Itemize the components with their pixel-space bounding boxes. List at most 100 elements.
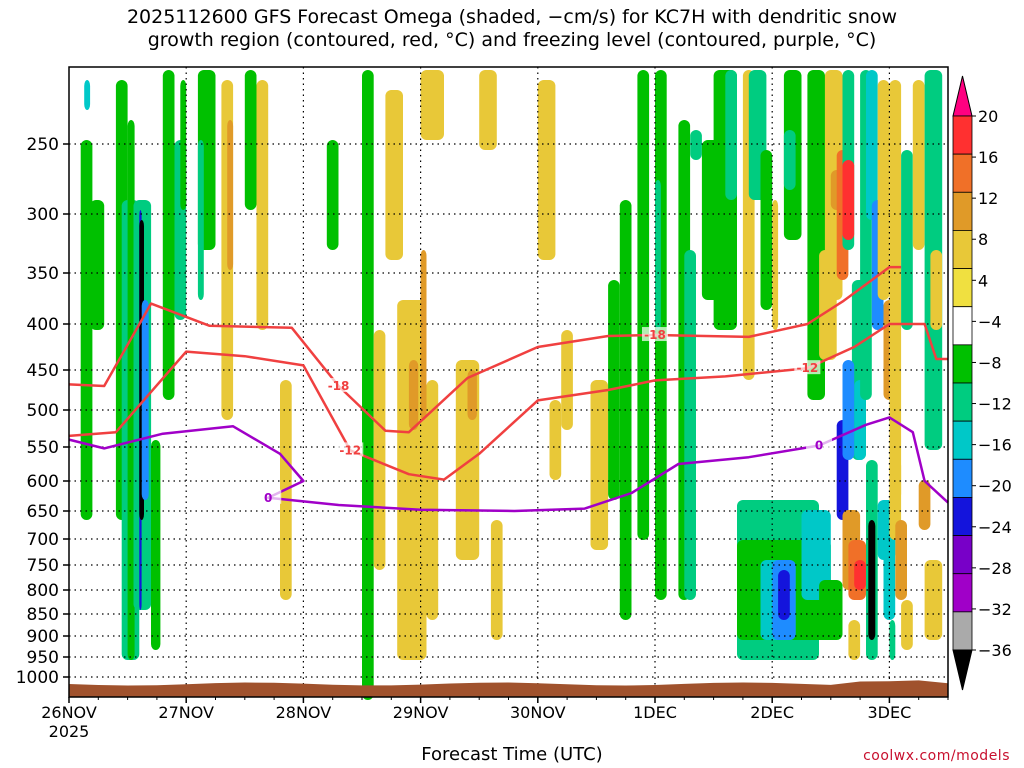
contour-label: -18 bbox=[328, 379, 350, 393]
colorbar-swatch bbox=[952, 382, 973, 422]
colorbar-label: 16 bbox=[978, 148, 998, 167]
omega-cell bbox=[227, 120, 234, 270]
colorbar-label: −20 bbox=[978, 477, 1012, 496]
omega-cell bbox=[362, 70, 374, 700]
chart-title-line2: growth region (contoured, red, °C) and f… bbox=[147, 29, 877, 51]
contour-line bbox=[68, 322, 948, 481]
colorbar-label: −36 bbox=[978, 641, 1012, 660]
contour-label-bg bbox=[794, 360, 821, 375]
omega-cell bbox=[479, 70, 497, 150]
omega-cell bbox=[180, 80, 187, 210]
omega-cell bbox=[854, 560, 866, 590]
x-tick-label: 3DEC bbox=[868, 703, 912, 722]
omega-cell bbox=[326, 140, 339, 250]
omega-cell bbox=[127, 120, 135, 660]
omega-cell bbox=[549, 400, 562, 480]
colorbar-swatch bbox=[952, 344, 973, 384]
omega-cell bbox=[90, 200, 105, 330]
contour-label: -12 bbox=[797, 361, 819, 375]
omega-cell bbox=[197, 140, 204, 300]
credit-text: coolwx.com/models bbox=[863, 748, 1010, 764]
colorbar-swatch bbox=[952, 611, 973, 651]
x-tick-label: 2DEC bbox=[750, 703, 794, 722]
colorbar-label: 8 bbox=[978, 230, 988, 249]
omega-cell bbox=[842, 160, 855, 240]
y-tick-label: 600 bbox=[27, 472, 59, 492]
omega-cell bbox=[561, 330, 573, 430]
omega-cell bbox=[801, 510, 831, 600]
y-tick-label: 250 bbox=[27, 135, 59, 155]
y-tick-label: 700 bbox=[27, 530, 59, 550]
y-tick-label: 800 bbox=[27, 581, 59, 601]
colorbar-swatch bbox=[952, 458, 973, 498]
y-tick-label: 650 bbox=[27, 502, 59, 522]
y-tick-label: 500 bbox=[27, 401, 59, 421]
colorbar-swatch bbox=[952, 268, 973, 308]
colorbar-swatch bbox=[952, 306, 973, 346]
colorbar-swatch bbox=[952, 153, 973, 193]
x-axis-title: Forecast Time (UTC) bbox=[421, 744, 603, 765]
colorbar-label: 4 bbox=[978, 271, 988, 290]
omega-cell bbox=[420, 250, 427, 420]
omega-cell bbox=[842, 360, 855, 460]
x-tick-label: 29NOV bbox=[393, 703, 449, 722]
x-tick-label: 27NOV bbox=[158, 703, 214, 722]
omega-cell bbox=[408, 360, 419, 430]
contour-label: -18 bbox=[644, 328, 666, 342]
omega-cell bbox=[883, 530, 896, 620]
y-tick-label: 950 bbox=[27, 648, 59, 668]
x-tick-label: 28NOV bbox=[276, 703, 332, 722]
omega-cell bbox=[901, 150, 913, 330]
colorbar-label: −16 bbox=[978, 436, 1012, 455]
y-tick-label: 350 bbox=[27, 264, 59, 284]
omega-cell bbox=[655, 180, 661, 330]
omega-cell bbox=[373, 330, 386, 570]
contour-line bbox=[68, 265, 902, 434]
colorbar-label: 12 bbox=[978, 189, 998, 208]
y-tick-label: 850 bbox=[27, 605, 59, 625]
omega-cell bbox=[772, 200, 779, 330]
omega-cell bbox=[385, 90, 403, 260]
y-axis: 2503003504004505005506006507007508008509… bbox=[16, 135, 69, 688]
omega-cell bbox=[467, 370, 477, 420]
omega-cell bbox=[590, 380, 609, 550]
contour-label-bg bbox=[325, 378, 352, 392]
colorbar-label: −28 bbox=[978, 559, 1012, 578]
colorbar-label: −8 bbox=[978, 353, 1002, 372]
omega-cell bbox=[162, 70, 175, 400]
contour-label: -12 bbox=[339, 443, 361, 457]
omega-shading-layer bbox=[80, 70, 943, 700]
colorbar-swatch bbox=[952, 115, 973, 155]
contour-layer: -18 -18 -12 -12 0 0 bbox=[68, 265, 949, 513]
omega-cell bbox=[889, 460, 902, 540]
contour-label-bg bbox=[337, 442, 364, 457]
omega-cell bbox=[420, 70, 444, 140]
colorbar: 20 16 12 8 4 −4 −8 −12 −16 −20 −24 −28 −32 −36 bbox=[952, 75, 1012, 691]
contour-label: 0 bbox=[264, 491, 272, 505]
colorbar-label: −32 bbox=[978, 600, 1012, 619]
y-tick-label: 400 bbox=[27, 315, 59, 335]
colorbar-top-arrow bbox=[952, 75, 973, 117]
contour-label: 0 bbox=[815, 439, 823, 453]
colorbar-swatch bbox=[952, 191, 973, 231]
colorbar-label: −12 bbox=[978, 395, 1012, 414]
chart-title-line1: 2025112600 GFS Forecast Omega (shaded, −… bbox=[126, 6, 898, 28]
omega-cell bbox=[889, 620, 896, 660]
colorbar-label: −4 bbox=[978, 312, 1002, 331]
omega-cell bbox=[151, 440, 161, 650]
omega-cell bbox=[725, 70, 737, 200]
chart-title: 2025112600 GFS Forecast Omega (shaded, −… bbox=[0, 6, 1024, 52]
colorbar-swatch bbox=[952, 420, 973, 460]
omega-cell bbox=[930, 250, 943, 330]
omega-cell bbox=[637, 70, 650, 540]
y-tick-label: 450 bbox=[27, 361, 59, 381]
y-tick-label: 300 bbox=[27, 205, 59, 225]
omega-cell bbox=[819, 580, 843, 640]
x-tick-label: 1DEC bbox=[633, 703, 677, 722]
omega-cell bbox=[848, 620, 861, 660]
y-tick-label: 550 bbox=[27, 438, 59, 458]
contour-label-bg bbox=[642, 327, 668, 342]
omega-cell bbox=[256, 80, 269, 330]
